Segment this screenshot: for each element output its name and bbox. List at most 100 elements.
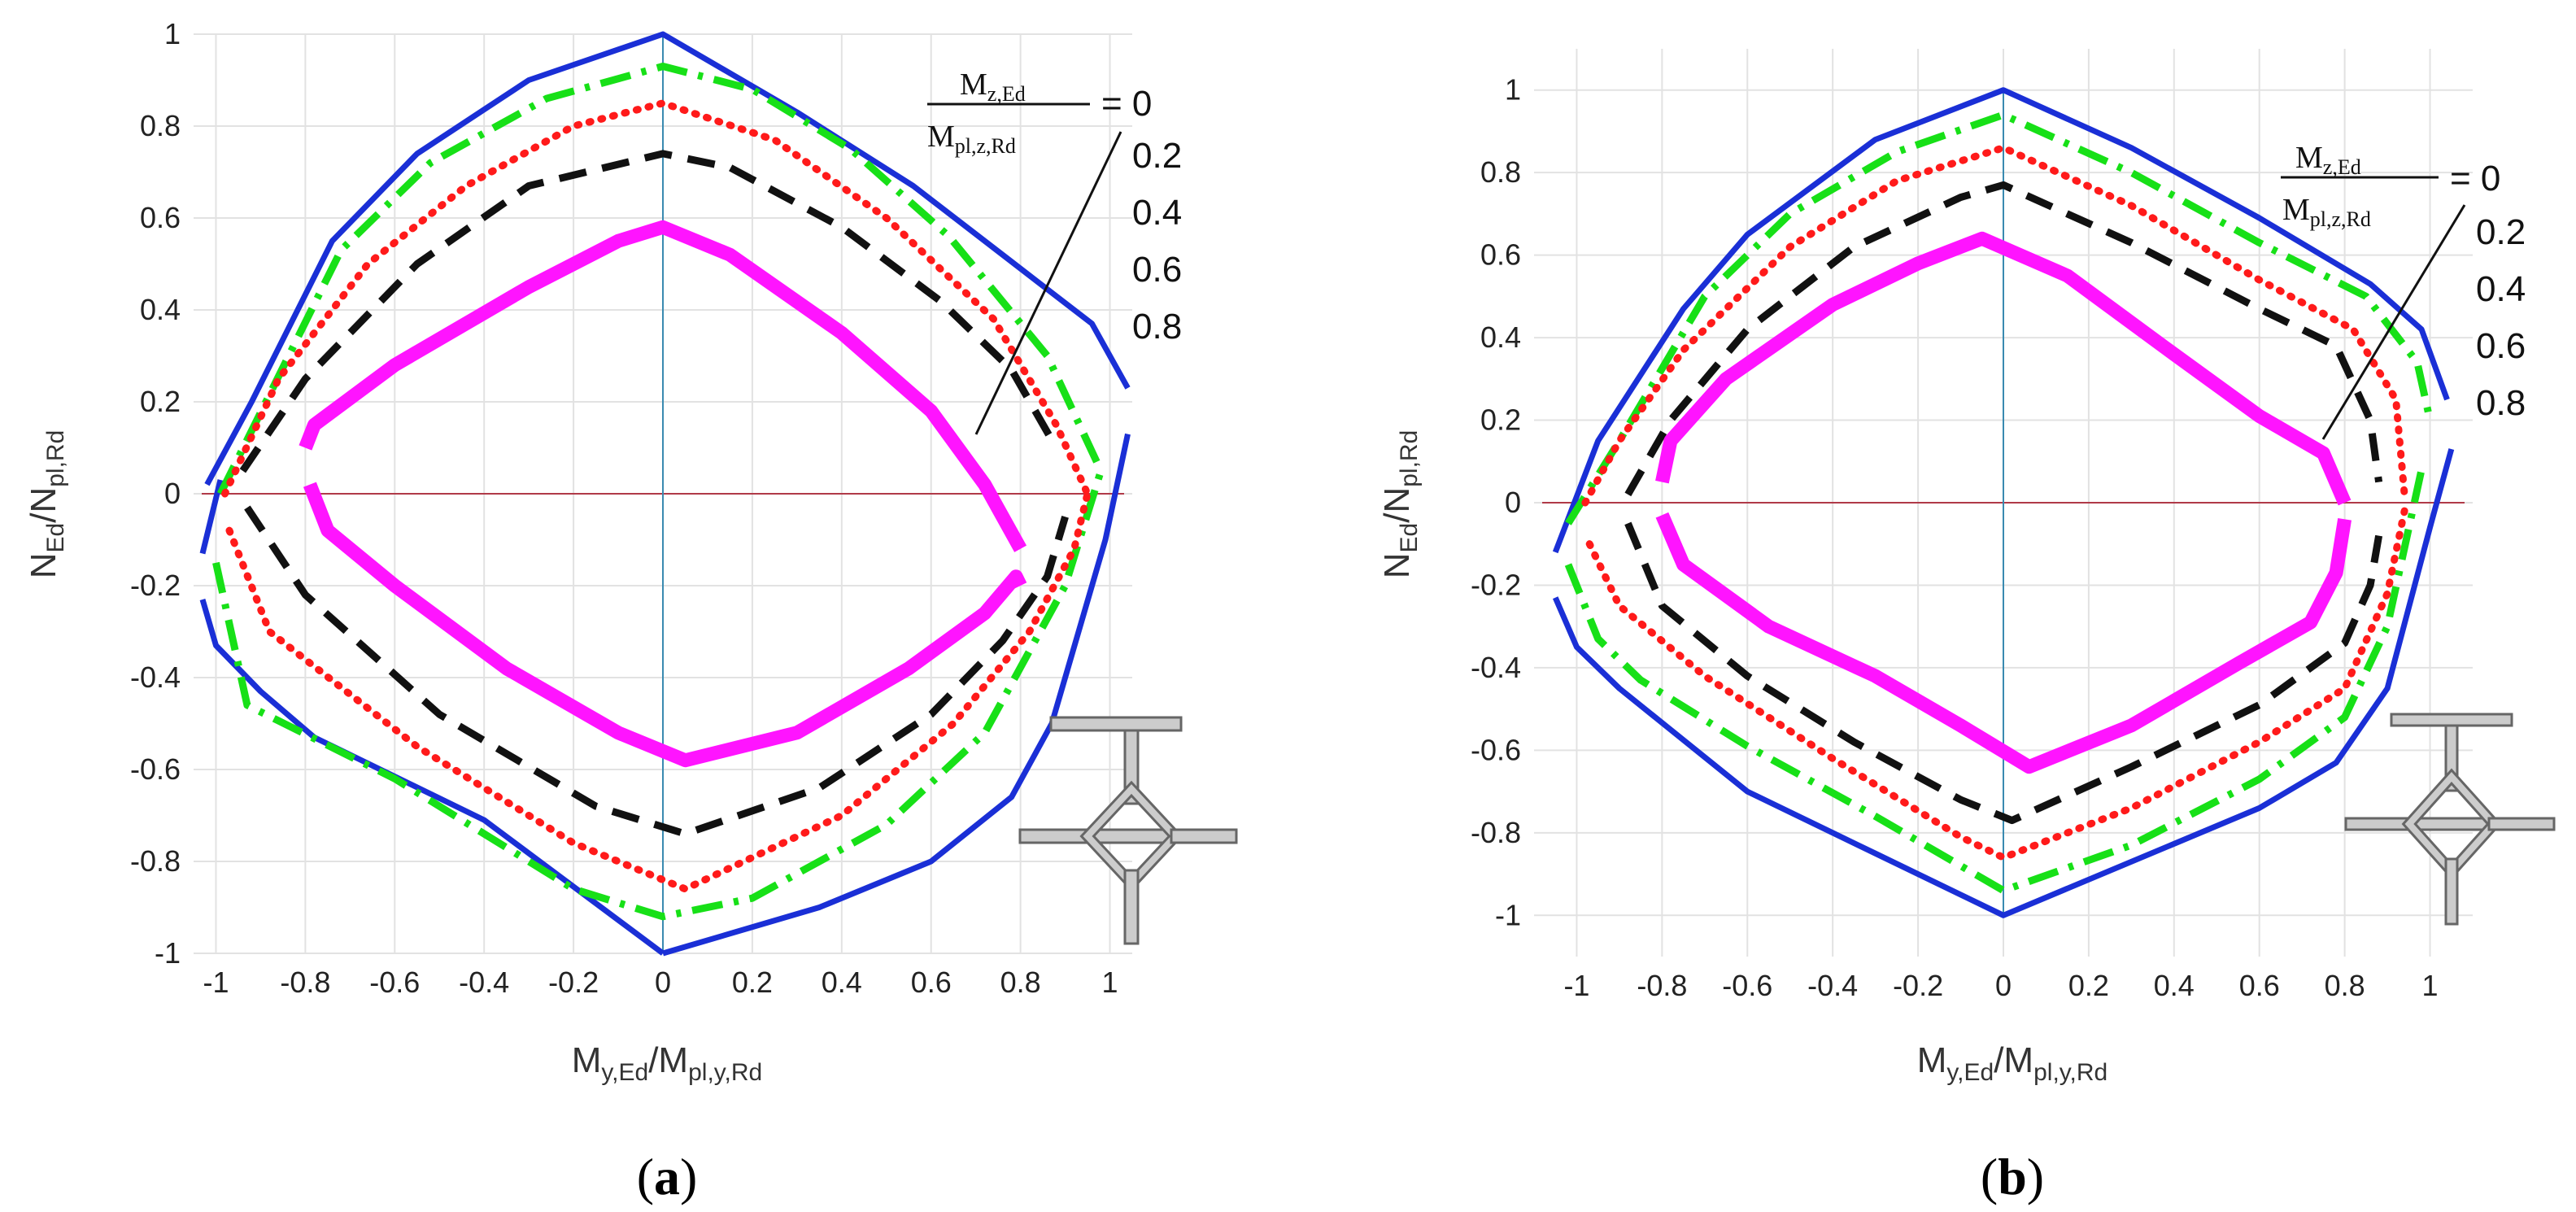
legend-numerator-a: Mz,Ed [960,68,1026,106]
y-tick-label: -0.4 [130,660,181,694]
x-tick-label: -0.2 [1893,969,1943,1002]
x-tick-label: 0.2 [2068,969,2109,1002]
chart-panel-a: -1 -0.8 -0.6 -0.4 -0.2 0 0.2 0.4 0.6 0.8 1 -1-0.8-… [24,17,1238,1205]
x-tick-label: -0.8 [280,966,330,999]
series-line-0-6-lower [244,505,1069,838]
x-tick-label: -0.4 [1807,969,1858,1002]
y-ticks-b: -1 -0.8 -0.6 -0.4 -0.2 0 0.2 0.4 0.6 0.8 1 [1471,73,1521,932]
y-tick-label: 0 [1505,486,1521,519]
x-axis-label-b: My,Ed/Mpl,y,Rd [1917,1040,2108,1086]
series-b [1552,87,2455,918]
legend-value-b-3: 0.8 [2476,383,2526,423]
legend-value-b-1: 0.4 [2476,269,2526,309]
legend-eq-b: = 0 [2450,159,2500,198]
series-line-0-8-lower [1655,512,2352,774]
series-line-0-6-lower [1624,521,2383,825]
y-axis-label-a: NEd/Npl,Rd [24,430,69,579]
y-tick-label: 0.6 [1480,238,1521,272]
legend-value-a-3: 0.8 [1132,307,1182,347]
x-tick-label: 0.4 [822,966,862,999]
series-line-0-6-upper [1624,181,2383,497]
x-tick-label: -0.4 [459,966,509,999]
y-tick-label: 0 [164,477,181,510]
x-tick-label: 0.6 [2239,969,2280,1002]
legend-eq-a: = 0 [1101,84,1152,124]
series-a [199,31,1131,957]
x-tick-label: -0.2 [548,966,599,999]
panel-tag-a: (a) [637,1148,698,1205]
legend-numerator-b: Mz,Ed [2295,141,2361,179]
y-tick-label: -0.8 [1471,816,1521,849]
x-tick-label: 0 [655,966,671,999]
y-tick-label: 0.6 [140,201,181,234]
legend-a: Mz,Ed Mpl,z,Rd = 0 0.2 0.4 0.6 0.8 [927,68,1182,435]
series-line-0-8-lower [303,482,1027,768]
y-tick-label: -0.4 [1471,651,1521,684]
series-line-0-6-upper [239,150,1060,473]
x-axis-label-a: My,Ed/Mpl,y,Rd [572,1040,763,1086]
series-line-0-lower_left [199,599,665,956]
y-tick-label: 0.4 [1480,320,1521,354]
y-tick-label: 1 [1505,73,1521,107]
legend-value-a-0: 0.2 [1132,136,1182,176]
series-line-0-upper [1552,87,2450,554]
y-tick-label: 0.2 [1480,403,1521,437]
x-tick-label: 1 [2422,969,2439,1002]
series-line-0-8-upper [299,220,1027,552]
cross-section-icon-b [2344,713,2556,926]
series-line-0-4-lower [1585,507,2408,861]
legend-b: Mz,Ed Mpl,z,Rd = 0 0.2 0.4 0.6 0.8 [2281,141,2526,440]
series-line-0-8-upper [1655,231,2352,506]
legend-pointer-b [2321,204,2466,440]
x-tick-label: 0.6 [911,966,952,999]
series-line-0-4-upper [221,99,1092,498]
x-tick-label: 0.2 [732,966,773,999]
axes-a [202,34,1124,953]
y-tick-label: -0.6 [130,752,181,786]
legend-value-b-2: 0.6 [2476,326,2526,366]
x-tick-label: -0.6 [369,966,420,999]
y-axis-label-b: NEd/Npl,Rd [1377,430,1423,579]
y-tick-label: 0.8 [140,109,181,142]
legend-value-a-2: 0.6 [1132,250,1182,290]
x-tick-label: -1 [1563,969,1589,1002]
x-tick-label: 0.8 [1000,966,1041,999]
y-tick-label: 0.2 [140,385,181,418]
cross-section-icon-a [1018,716,1238,945]
series-line-0-4-upper [1581,144,2408,507]
x-tick-label: 0 [1995,969,2012,1002]
x-tick-label: -1 [203,966,229,999]
x-ticks-b: -1 -0.8 -0.6 -0.4 -0.2 0 0.2 0.4 0.6 0.8 1 [1563,969,2438,1002]
series-line-0-4-lower [225,490,1092,893]
x-tick-label: 0.4 [2154,969,2195,1002]
y-tick-label: -1 [155,936,181,970]
y-tick-label: 0.4 [140,293,181,326]
y-tick-label: -0.8 [130,844,181,878]
panel-tag-b: (b) [1981,1148,2044,1205]
x-tick-label: -0.8 [1637,969,1687,1002]
y-ticks-a: -1 -0.8 -0.6 -0.4 -0.2 0 0.2 0.4 0.6 0.8 1 [130,17,181,970]
x-tick-label: 0.8 [2325,969,2365,1002]
legend-denominator-a: Mpl,z,Rd [927,120,1016,158]
y-tick-label: 1 [164,17,181,50]
series-line-0-2-upper [216,63,1105,495]
series-line-0-2-lower [212,469,1105,921]
x-ticks-a: -1 -0.8 -0.6 -0.4 -0.2 0 0.2 0.4 0.6 0.8 1 [203,966,1118,999]
axes-b [1542,89,2465,916]
series-line-0-upper [204,31,1131,486]
chart-panel-b: -1 -0.8 -0.6 -0.4 -0.2 0 0.2 0.4 0.6 0.8 1 -1-0.8-… [1377,49,2556,1205]
y-tick-label: -0.2 [1471,568,1521,601]
legend-pointer-a [974,131,1122,435]
y-tick-label: -1 [1495,898,1521,931]
legend-value-b-0: 0.2 [2476,212,2526,252]
series-line-0-2-lower [1564,469,2426,895]
legend-value-a-1: 0.4 [1132,193,1182,233]
y-tick-label: -0.6 [1471,733,1521,766]
legend-denominator-b: Mpl,z,Rd [2282,193,2371,231]
y-tick-label: 0.8 [1480,155,1521,189]
x-tick-label: -0.6 [1722,969,1772,1002]
series-line-0-lower [1552,448,2455,918]
y-tick-label: -0.2 [130,569,181,602]
series-line-0-upper_right [662,433,1131,957]
